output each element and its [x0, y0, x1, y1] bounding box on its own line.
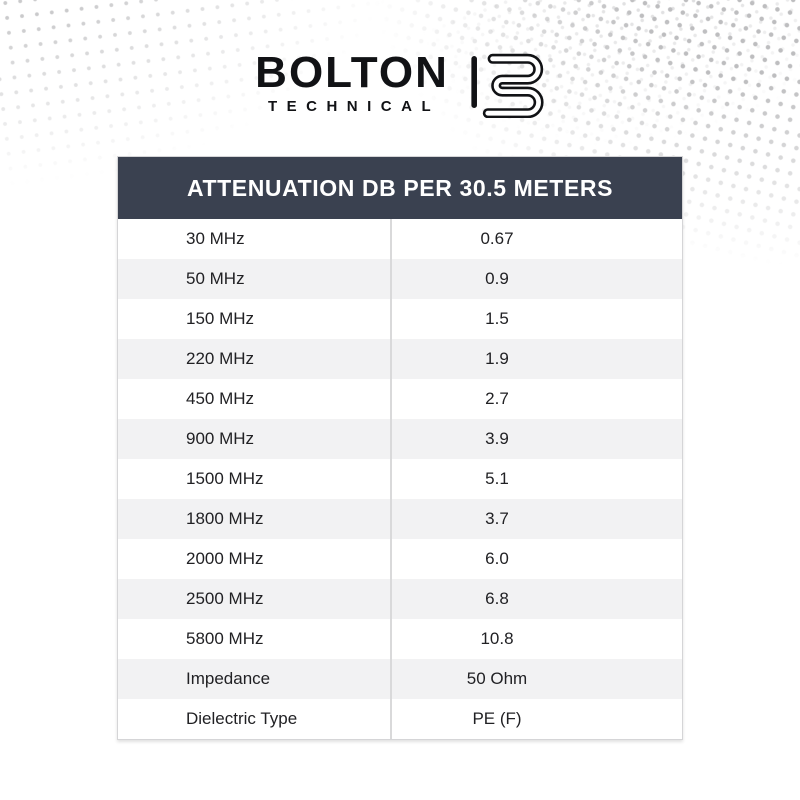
table-body: 30 MHz 0.67 50 MHz 0.9 150 MHz 1.5 220 M…: [118, 219, 682, 739]
table-row: Dielectric Type PE (F): [118, 699, 682, 739]
row-value: 0.9: [485, 269, 509, 288]
brand-name: BOLTON: [255, 47, 449, 97]
table-row: 2000 MHz 6.0: [118, 539, 682, 579]
table-row: 1800 MHz 3.7: [118, 499, 682, 539]
row-value: 6.8: [485, 589, 509, 608]
row-label: 900 MHz: [118, 419, 392, 459]
row-value: 5.1: [485, 469, 509, 488]
table-row: Impedance 50 Ohm: [118, 659, 682, 699]
row-label: 2500 MHz: [118, 579, 392, 619]
row-label: 1800 MHz: [118, 499, 392, 539]
row-value: 6.0: [485, 549, 509, 568]
row-label: 2000 MHz: [118, 539, 392, 579]
table-row: 30 MHz 0.67: [118, 219, 682, 259]
table-row: 5800 MHz 10.8: [118, 619, 682, 659]
row-value: 0.67: [480, 229, 514, 248]
table-row: 1500 MHz 5.1: [118, 459, 682, 499]
brand-wordmark: BOLTON TECHNICAL: [255, 47, 449, 115]
row-label: 220 MHz: [118, 339, 392, 379]
row-value: 3.9: [485, 429, 509, 448]
row-label: Impedance: [118, 659, 392, 699]
row-label: 1500 MHz: [118, 459, 392, 499]
row-label: 450 MHz: [118, 379, 392, 419]
table-row: 450 MHz 2.7: [118, 379, 682, 419]
row-value: 10.8: [480, 629, 514, 648]
row-label: Dielectric Type: [118, 699, 392, 739]
attenuation-table: ATTENUATION DB PER 30.5 METERS 30 MHz 0.…: [117, 156, 683, 740]
table-title: ATTENUATION DB PER 30.5 METERS: [118, 157, 682, 219]
table-row: 50 MHz 0.9: [118, 259, 682, 299]
table-row: 900 MHz 3.9: [118, 419, 682, 459]
row-label: 30 MHz: [118, 219, 392, 259]
row-value: PE (F): [472, 709, 522, 728]
row-value: 2.7: [485, 389, 509, 408]
row-label: 150 MHz: [118, 299, 392, 339]
table-row: 2500 MHz 6.8: [118, 579, 682, 619]
brand-subtitle: TECHNICAL: [267, 97, 441, 115]
row-value: 3.7: [485, 509, 509, 528]
brand-logo: BOLTON TECHNICAL: [255, 46, 557, 118]
row-label: 50 MHz: [118, 259, 392, 299]
row-value: 50 Ohm: [466, 669, 528, 688]
row-value: 1.9: [485, 349, 509, 368]
table-row: 220 MHz 1.9: [118, 339, 682, 379]
row-value: 1.5: [485, 309, 509, 328]
table-row: 150 MHz 1.5: [118, 299, 682, 339]
row-label: 5800 MHz: [118, 619, 392, 659]
bolton-b-monogram-icon: [471, 53, 544, 118]
